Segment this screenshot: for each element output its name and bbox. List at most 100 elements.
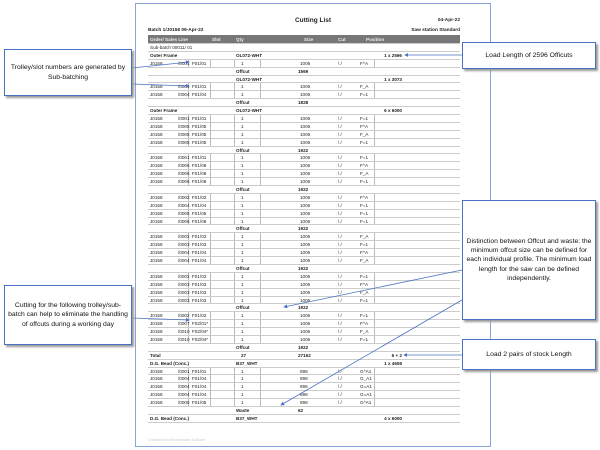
order-cell: J0158 xyxy=(150,116,163,122)
size-cell: 1006 xyxy=(300,242,311,248)
slot-cell: F01/01 xyxy=(192,84,207,90)
profile-name: D.G. Bead (Conc.) xyxy=(150,360,190,366)
size-cell: 1006 xyxy=(300,139,311,145)
cut-cell: \ / xyxy=(338,210,342,216)
qty-cell: 1 xyxy=(241,336,244,342)
qty-cell: 1 xyxy=(241,384,244,390)
order-cell: J0158 xyxy=(150,218,163,224)
table-header: Order/ Sales Line Slot Qty Size Cut Posi… xyxy=(148,35,460,44)
stock-load: 1 x 4608 xyxy=(384,360,402,366)
size-cell: 1006 xyxy=(300,131,311,137)
slot-cell: F02/04* xyxy=(192,329,209,335)
cell-divider xyxy=(234,170,235,178)
size-cell: 898 xyxy=(300,400,308,406)
cell-divider xyxy=(188,193,189,201)
table-row: J0158/0010 F02/04* 1 1006 \ / F_A xyxy=(148,328,460,336)
qty-cell: 1 xyxy=(241,313,244,319)
cut-cell: \ / xyxy=(338,155,342,161)
size-cell: 1006 xyxy=(300,250,311,256)
slot-cell: F01/03 xyxy=(192,242,207,248)
cut-cell: \ / xyxy=(338,281,342,287)
cell-divider xyxy=(234,375,235,383)
line-cell: /0004 xyxy=(178,92,190,98)
slot-cell: F01/05 xyxy=(192,400,207,406)
table-row: J0158/0001 F01/01 1 1006 \ / F_A xyxy=(148,83,460,92)
cell-divider xyxy=(210,383,211,391)
size-cell: 898 xyxy=(300,376,308,382)
cut-cell: \ / xyxy=(338,131,342,137)
cut-cell: \ / xyxy=(338,123,342,129)
line-cell: /0006 xyxy=(178,218,190,224)
cell-divider xyxy=(188,312,189,320)
table-row: J0158/0003 F01/03 1 1006 \ / F^A xyxy=(148,280,460,289)
size-cell: 1006 xyxy=(300,92,311,98)
order-cell: J0158 xyxy=(150,250,163,256)
cell-divider xyxy=(210,193,211,201)
offcut-label: Offcut xyxy=(236,187,250,193)
line-cell: /0002 xyxy=(178,273,190,279)
cut-cell: \ / xyxy=(338,116,342,122)
qty-cell: 1 xyxy=(241,155,244,161)
cell-divider xyxy=(374,272,375,280)
cell-divider xyxy=(210,391,211,399)
cell-divider xyxy=(210,375,211,383)
order-cell: J0158 xyxy=(150,131,163,137)
cell-divider xyxy=(374,162,375,170)
order-cell: J0158 xyxy=(150,376,163,382)
offcut-row: Offcut 1828 xyxy=(148,99,460,108)
cell-divider xyxy=(188,122,189,130)
qty-cell: 1 xyxy=(241,92,244,98)
offcut-label: Offcut xyxy=(236,226,250,232)
line-cell: /0010 xyxy=(178,336,190,342)
cut-cell: \ / xyxy=(338,242,342,248)
position-cell: G^A1 xyxy=(360,368,372,374)
cut-cell: \ / xyxy=(338,92,342,98)
cell-divider xyxy=(188,399,189,406)
cell-divider xyxy=(210,367,211,375)
slot-cell: F01/04 xyxy=(192,384,207,390)
slot-cell: F01/02 xyxy=(192,194,207,200)
line-cell: /0007 xyxy=(178,321,190,327)
table-row: J0158/0001 F01/01 1 1006 \ / F=1 xyxy=(148,115,460,123)
table-row: J0158/0006 F01/06 1 1006 \ / F_A xyxy=(148,170,460,179)
table-row: J0158/0003 F01/03 1 1006 \ / F=1 xyxy=(148,241,460,250)
cell-divider xyxy=(260,335,261,343)
profile-name: D.G. Bead (Conc.) xyxy=(150,415,190,421)
cell-divider xyxy=(260,217,261,225)
line-cell: /0006 xyxy=(178,171,190,177)
table-row: J0158/0001 F01/01 1 1006 \ / F=1 xyxy=(148,154,460,163)
size-cell: 898 xyxy=(300,368,308,374)
cell-divider xyxy=(210,130,211,138)
cell-divider xyxy=(188,280,189,288)
profile-code: B37_WHT xyxy=(236,360,258,366)
arrow-trolley-1 xyxy=(131,60,190,69)
line-cell: /0005 xyxy=(178,210,190,216)
line-cell: /0005 xyxy=(178,400,190,406)
offcut-row: Offcut 1922 xyxy=(148,304,460,313)
offcut-row: Offcut 1922 xyxy=(148,225,460,234)
offcut-value: 1922 xyxy=(298,305,309,311)
position-cell: F=1 xyxy=(360,313,369,319)
cell-divider xyxy=(374,91,375,99)
cell-divider xyxy=(210,122,211,130)
qty-cell: 1 xyxy=(241,179,244,185)
offcut-value: 1922 xyxy=(298,226,309,232)
cell-divider xyxy=(374,288,375,296)
table-row: J0158/0002 F01/02 1 1006 \ / F^A xyxy=(148,193,460,202)
report-date: 04-Apr-22 xyxy=(437,18,460,23)
qty-cell: 1 xyxy=(241,400,244,406)
profile-code: OL072-WHT xyxy=(236,108,263,114)
cell-divider xyxy=(234,288,235,296)
cell-divider xyxy=(210,241,211,249)
cell-divider xyxy=(188,162,189,170)
cell-divider xyxy=(260,59,261,67)
cell-divider xyxy=(374,170,375,178)
cell-divider xyxy=(188,320,189,328)
position-cell: F=1 xyxy=(360,116,369,122)
slot-cell: F01/06 xyxy=(192,163,207,169)
size-cell: 1006 xyxy=(300,210,311,216)
order-cell: J0158 xyxy=(150,202,163,208)
footer-note: Created with Windowmaker Software xyxy=(148,438,206,442)
cell-divider xyxy=(234,59,235,67)
report-title: Cutting List xyxy=(294,17,332,24)
